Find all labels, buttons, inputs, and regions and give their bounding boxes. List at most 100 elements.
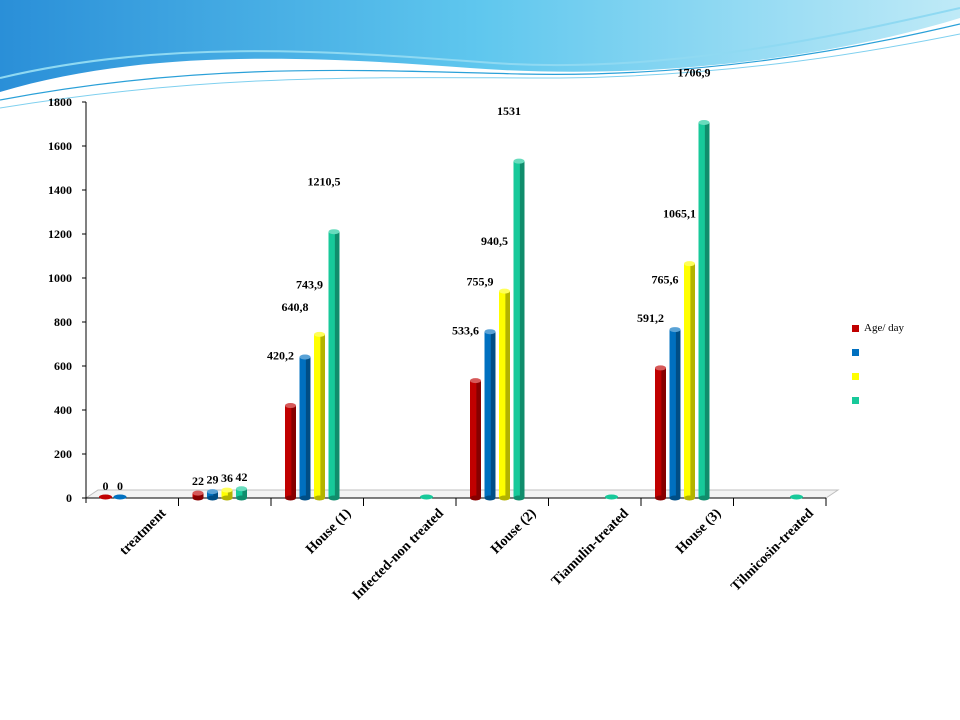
bar-body <box>328 231 340 498</box>
bar-body <box>484 331 496 498</box>
y-tick-label: 1000 <box>48 271 72 285</box>
y-tick-label: 200 <box>54 447 72 461</box>
bar <box>484 329 496 501</box>
legend-swatch-red <box>852 324 859 332</box>
y-tick-label: 1800 <box>48 95 72 109</box>
data-label: 420,2 <box>267 349 294 363</box>
bar-shade <box>334 231 340 498</box>
data-label: 1065,1 <box>663 207 696 221</box>
data-label: 36 <box>221 471 233 485</box>
bar <box>499 288 510 501</box>
data-label: 29 <box>207 473 219 487</box>
y-tick-label: 1400 <box>48 183 72 197</box>
bar-shade <box>320 334 325 498</box>
bar <box>299 354 311 501</box>
bar-shade <box>291 405 296 498</box>
bar-bottom <box>314 495 325 501</box>
bar-top <box>684 261 695 267</box>
data-label: 743,9 <box>296 277 323 291</box>
bar <box>328 229 340 501</box>
bar-body <box>499 291 510 498</box>
data-label: 0 <box>103 479 109 493</box>
bar <box>669 327 681 501</box>
y-tick-label: 0 <box>66 491 72 505</box>
bars-group <box>99 119 803 501</box>
x-tick-label: Tilmicosin-treated <box>728 506 816 594</box>
legend-swatch-yellow <box>852 372 859 380</box>
x-tick-label: House (1) <box>303 506 354 557</box>
bar-top <box>299 354 311 360</box>
bar-shade <box>690 263 695 498</box>
y-tick-label: 400 <box>54 403 72 417</box>
bar-bottom <box>484 495 496 501</box>
bar <box>655 365 666 501</box>
data-label: 0 <box>117 479 123 493</box>
data-labels-group: 0 22 420,2 533,6 591,2 0 29 640,8 755,9 765,6 36 74… <box>103 65 711 493</box>
data-label: 1706,9 <box>678 65 711 79</box>
legend-item <box>852 340 904 364</box>
bar-body <box>314 334 325 498</box>
x-tick-label: Infected-non treated <box>350 506 447 603</box>
bar-bottom <box>499 495 510 501</box>
bar-body <box>299 357 311 498</box>
y-tick-label: 600 <box>54 359 72 373</box>
bar <box>314 331 325 501</box>
bar-bottom <box>299 495 311 501</box>
data-label: 22 <box>192 474 204 488</box>
bar-bottom <box>684 495 695 501</box>
bar-shade <box>490 331 496 498</box>
data-label: 1531 <box>497 104 521 118</box>
bar-shade <box>242 488 247 498</box>
bar-bottom <box>236 495 247 501</box>
data-label: 940,5 <box>481 234 508 248</box>
data-label: 640,8 <box>282 300 309 314</box>
x-tick-label: House (3) <box>673 506 724 557</box>
x-tick-label: treatment <box>117 506 169 558</box>
bar <box>207 489 218 501</box>
bar <box>236 486 247 501</box>
bar-body <box>285 405 296 498</box>
bar-shade <box>675 329 681 498</box>
bar <box>221 487 233 501</box>
axes-group <box>84 102 840 503</box>
bar-top <box>192 490 204 496</box>
bar-top <box>499 288 510 294</box>
legend-swatch-green <box>852 396 859 404</box>
bar <box>605 494 618 500</box>
bar <box>698 119 710 501</box>
bar-body <box>207 491 218 498</box>
bar-body <box>684 263 695 498</box>
bar-body <box>236 488 247 498</box>
bar-bottom <box>655 495 666 501</box>
bar-base <box>420 494 433 500</box>
bar-shade <box>661 367 666 498</box>
legend: Age/ day <box>852 316 904 412</box>
bar <box>470 378 481 501</box>
legend-item: Age/ day <box>852 316 904 340</box>
category-labels-group: treatment House (1)Infected-non treated Ho… <box>117 498 827 603</box>
legend-swatch-blue <box>852 348 859 356</box>
bar-top <box>470 378 481 384</box>
bar-bottom <box>207 495 218 501</box>
bar-shade <box>505 291 510 498</box>
data-label: 765,6 <box>652 273 679 287</box>
bar-shade <box>305 357 311 498</box>
bar-top <box>207 489 218 495</box>
bar-bottom <box>513 495 525 501</box>
bar-base <box>790 494 803 500</box>
bar-shade <box>227 490 233 498</box>
bar <box>285 403 296 501</box>
y-tick-label: 800 <box>54 315 72 329</box>
bar-base <box>99 494 112 500</box>
bar <box>513 158 525 501</box>
bar-top <box>513 158 525 164</box>
x-tick-label: House (2) <box>488 506 539 557</box>
bar-shade <box>213 491 218 498</box>
bar-bottom <box>192 495 204 501</box>
bar-bottom <box>221 495 233 501</box>
bar-bottom <box>669 495 681 501</box>
bar-base <box>605 494 618 500</box>
data-label: 533,6 <box>452 324 479 338</box>
bar-bottom <box>328 495 340 501</box>
